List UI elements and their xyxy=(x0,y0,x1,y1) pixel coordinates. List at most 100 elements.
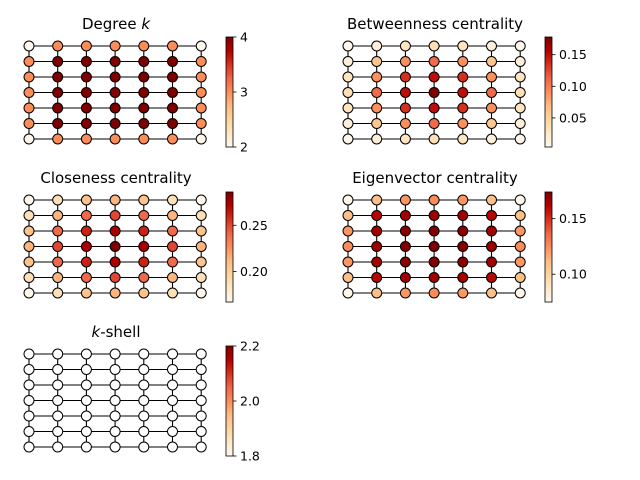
node-r7-c5 xyxy=(457,133,469,145)
node-r1-c4 xyxy=(428,40,440,52)
node-r4-c4 xyxy=(109,87,121,98)
node-r5-c7 xyxy=(195,410,207,422)
node-r6-c5 xyxy=(138,272,150,283)
node-r6-c1 xyxy=(23,426,35,437)
node-r4-c3 xyxy=(399,241,411,252)
node-r5-c3 xyxy=(399,102,411,114)
node-r2-c6 xyxy=(486,210,497,221)
node-r3-c6 xyxy=(167,379,178,391)
colorbar-tick-label: 0.25 xyxy=(240,218,268,233)
colorbar-gradient xyxy=(225,191,234,303)
node-r4-c7 xyxy=(195,87,207,98)
colorbar-tick-label: 0.10 xyxy=(559,267,587,282)
node-r2-c1 xyxy=(23,364,35,375)
node-r3-c6 xyxy=(167,225,178,237)
node-r1-c5 xyxy=(138,194,150,206)
node-r2-c7 xyxy=(195,56,207,67)
node-r5-c5 xyxy=(138,410,150,422)
node-r1-c2 xyxy=(52,40,64,52)
node-r2-c2 xyxy=(371,56,383,67)
node-r7-c1 xyxy=(342,133,354,145)
node-r7-c1 xyxy=(23,441,35,453)
node-r6-c6 xyxy=(486,272,497,283)
node-r7-c4 xyxy=(428,133,440,145)
node-r3-c2 xyxy=(371,71,383,83)
node-r4-c1 xyxy=(342,241,354,252)
node-r7-c6 xyxy=(486,133,497,145)
node-r2-c7 xyxy=(195,210,207,221)
node-r2-c4 xyxy=(109,364,121,375)
panel-2-nodes xyxy=(342,40,526,145)
node-r7-c2 xyxy=(52,133,64,145)
node-r5-c3 xyxy=(80,256,92,268)
node-r4-c4 xyxy=(109,241,121,252)
node-r3-c3 xyxy=(399,71,411,83)
node-r1-c3 xyxy=(399,194,411,206)
node-r4-c1 xyxy=(23,395,35,406)
node-r3-c1 xyxy=(23,71,35,83)
node-r7-c1 xyxy=(342,287,354,299)
node-r5-c1 xyxy=(342,256,354,268)
node-r7-c4 xyxy=(109,287,121,299)
node-r4-c5 xyxy=(138,241,150,252)
node-r7-c4 xyxy=(109,441,121,453)
node-r5-c7 xyxy=(514,102,526,114)
node-r5-c5 xyxy=(457,256,469,268)
node-r6-c7 xyxy=(195,118,207,129)
colorbar-tick-label: 0.15 xyxy=(559,47,587,62)
node-r6-c6 xyxy=(486,118,497,129)
node-r5-c2 xyxy=(371,102,383,114)
node-r1-c2 xyxy=(52,194,64,206)
node-r3-c1 xyxy=(23,379,35,391)
node-r2-c7 xyxy=(514,210,526,221)
panel-1-title: Degree k xyxy=(82,15,151,33)
node-r3-c5 xyxy=(457,225,469,237)
node-r2-c4 xyxy=(428,210,440,221)
node-r2-c5 xyxy=(138,364,150,375)
node-r7-c1 xyxy=(23,133,35,145)
node-r7-c6 xyxy=(167,133,178,145)
colorbar-tick-label: 2.2 xyxy=(240,339,260,354)
node-r6-c2 xyxy=(52,272,64,283)
node-r4-c3 xyxy=(80,395,92,406)
node-r3-c4 xyxy=(428,71,440,83)
node-r7-c3 xyxy=(80,287,92,299)
node-r5-c2 xyxy=(371,256,383,268)
node-r2-c6 xyxy=(167,210,178,221)
node-r1-c6 xyxy=(167,194,178,206)
node-r3-c5 xyxy=(138,225,150,237)
colorbar-tick-label: 3 xyxy=(240,85,248,100)
node-r7-c6 xyxy=(167,441,178,453)
panel-4-colorbar: 0.10 0.15 xyxy=(544,191,587,303)
node-r6-c2 xyxy=(371,272,383,283)
node-r1-c1 xyxy=(23,40,35,52)
node-r6-c2 xyxy=(52,426,64,437)
node-r5-c7 xyxy=(195,256,207,268)
node-r5-c3 xyxy=(80,102,92,114)
node-r5-c5 xyxy=(138,256,150,268)
node-r5-c1 xyxy=(23,102,35,114)
node-r1-c6 xyxy=(486,194,497,206)
node-r7-c3 xyxy=(80,441,92,453)
node-r5-c4 xyxy=(428,256,440,268)
node-r6-c3 xyxy=(399,118,411,129)
node-r4-c6 xyxy=(167,87,178,98)
node-r7-c7 xyxy=(195,287,207,299)
panel-5-colorbar: 1.8 2.0 2.2 xyxy=(225,339,260,464)
node-r5-c6 xyxy=(167,102,178,114)
node-r1-c4 xyxy=(109,194,121,206)
colorbar-tick-label: 0.05 xyxy=(559,110,587,125)
node-r4-c5 xyxy=(138,87,150,98)
panel-3: Closeness centrality 0.20 0.25 xyxy=(23,169,268,303)
node-r6-c6 xyxy=(167,426,178,437)
node-r5-c6 xyxy=(486,102,497,114)
node-r7-c7 xyxy=(195,441,207,453)
node-r6-c1 xyxy=(342,118,354,129)
colorbar-tick-label: 2 xyxy=(240,140,248,155)
panel-2-colorbar: 0.05 0.10 0.15 xyxy=(544,36,587,148)
colorbar-tick-label: 1.8 xyxy=(240,449,260,464)
colorbar-gradient xyxy=(544,191,553,303)
node-r5-c1 xyxy=(342,102,354,114)
panel-2-title: Betweenness centrality xyxy=(347,15,523,33)
panel-3-colorbar: 0.20 0.25 xyxy=(225,191,268,303)
